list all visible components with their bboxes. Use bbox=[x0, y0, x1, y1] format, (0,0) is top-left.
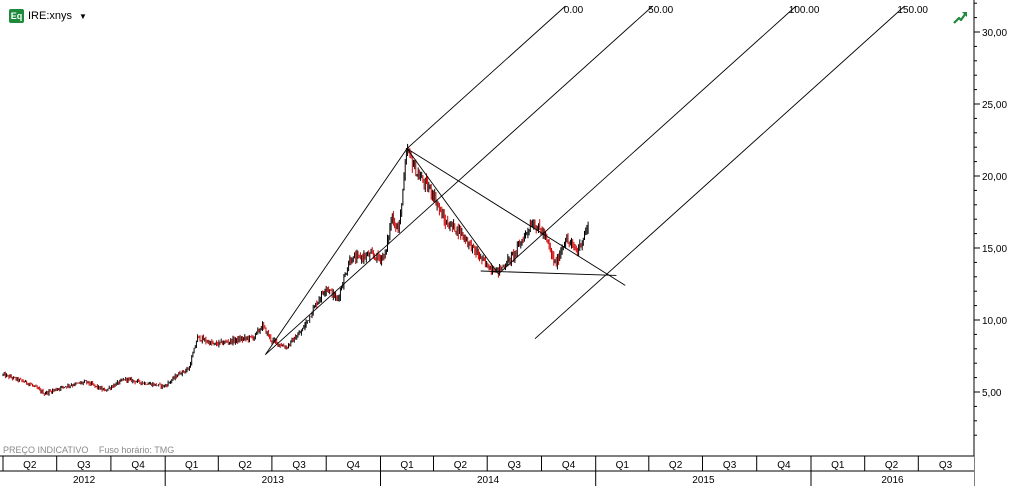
x-tick-label: Q2 bbox=[238, 460, 252, 471]
y-tick-label: 20,00 bbox=[982, 172, 1007, 183]
x-tick-label: Q4 bbox=[131, 460, 145, 471]
x-tick-label: Q3 bbox=[77, 460, 91, 471]
timezone-note: Fuso horário: TMG bbox=[98, 445, 175, 455]
pitchfork-level-label: 100.00 bbox=[789, 5, 820, 16]
footer-note: PREÇO INDICATIVO Fuso horário: TMG bbox=[3, 445, 174, 455]
chevron-down-icon[interactable]: ▼ bbox=[79, 11, 87, 21]
symbol-label[interactable]: IRE:xnys bbox=[28, 10, 73, 22]
x-tick-label: Q4 bbox=[562, 460, 576, 471]
x-tick-label: Q2 bbox=[454, 460, 468, 471]
y-tick-label: 15,00 bbox=[982, 244, 1007, 255]
x-tick-label: Q2 bbox=[669, 460, 683, 471]
pitchfork-handle-line[interactable] bbox=[265, 148, 408, 355]
x-tick-label: Q1 bbox=[185, 460, 199, 471]
x-tick-label: Q3 bbox=[939, 460, 953, 471]
year-label: 2014 bbox=[477, 475, 500, 486]
pitchfork-level-label: 150.00 bbox=[897, 5, 928, 16]
y-axis[interactable]: 5,00 10,00 15,00 20,00 25,00 30,00 bbox=[973, 0, 1020, 486]
y-tick-label: 25,00 bbox=[982, 100, 1007, 111]
x-tick-label: Q1 bbox=[616, 460, 630, 471]
candles-layer bbox=[2, 143, 589, 396]
year-label: 2013 bbox=[262, 475, 285, 486]
trend-up-icon[interactable] bbox=[952, 9, 968, 25]
y-axis-panel bbox=[975, 0, 1020, 486]
pitchfork-layer[interactable]: 0.00 50.00 100.00 150.00 bbox=[265, 5, 928, 355]
fan-line[interactable] bbox=[406, 148, 626, 286]
equity-icon: Eq bbox=[9, 9, 24, 23]
x-tick-label: Q2 bbox=[885, 460, 899, 471]
pitchfork-level-label: 50.00 bbox=[648, 5, 673, 16]
year-label: 2015 bbox=[692, 475, 715, 486]
x-axis[interactable]: Q2 Q3 Q4 Q1 Q2 Q3 Q4 Q1 Q2 Q3 Q4 Q1 Q2 Q3 Q4 Q1 Q2 Q3 2012… bbox=[0, 455, 974, 486]
x-tick-label: Q1 bbox=[831, 460, 845, 471]
symbol-header[interactable]: Eq IRE:xnys ▼ bbox=[9, 8, 87, 24]
pitchfork-line-50[interactable] bbox=[265, 5, 654, 355]
pitchfork-line-0[interactable] bbox=[406, 5, 566, 149]
x-tick-label: Q2 bbox=[23, 460, 37, 471]
pitchfork-level-label: 0.00 bbox=[564, 5, 584, 16]
y-tick-label: 30,00 bbox=[982, 28, 1007, 39]
x-tick-label: Q3 bbox=[508, 460, 522, 471]
support-line[interactable] bbox=[480, 270, 617, 276]
year-label: 2012 bbox=[73, 475, 96, 486]
fan-line[interactable] bbox=[406, 148, 499, 275]
x-tick-label: Q4 bbox=[777, 460, 791, 471]
year-label: 2016 bbox=[881, 475, 904, 486]
pitchfork-line-100[interactable] bbox=[498, 5, 797, 275]
price-note: PREÇO INDICATIVO bbox=[3, 445, 89, 455]
pitchfork-line-150[interactable] bbox=[534, 5, 906, 340]
x-tick-label: Q3 bbox=[292, 460, 306, 471]
x-tick-label: Q4 bbox=[347, 460, 361, 471]
y-tick-label: 10,00 bbox=[982, 316, 1007, 327]
y-tick-label: 5,00 bbox=[982, 388, 1002, 399]
x-tick-label: Q3 bbox=[723, 460, 737, 471]
x-tick-label: Q1 bbox=[400, 460, 414, 471]
